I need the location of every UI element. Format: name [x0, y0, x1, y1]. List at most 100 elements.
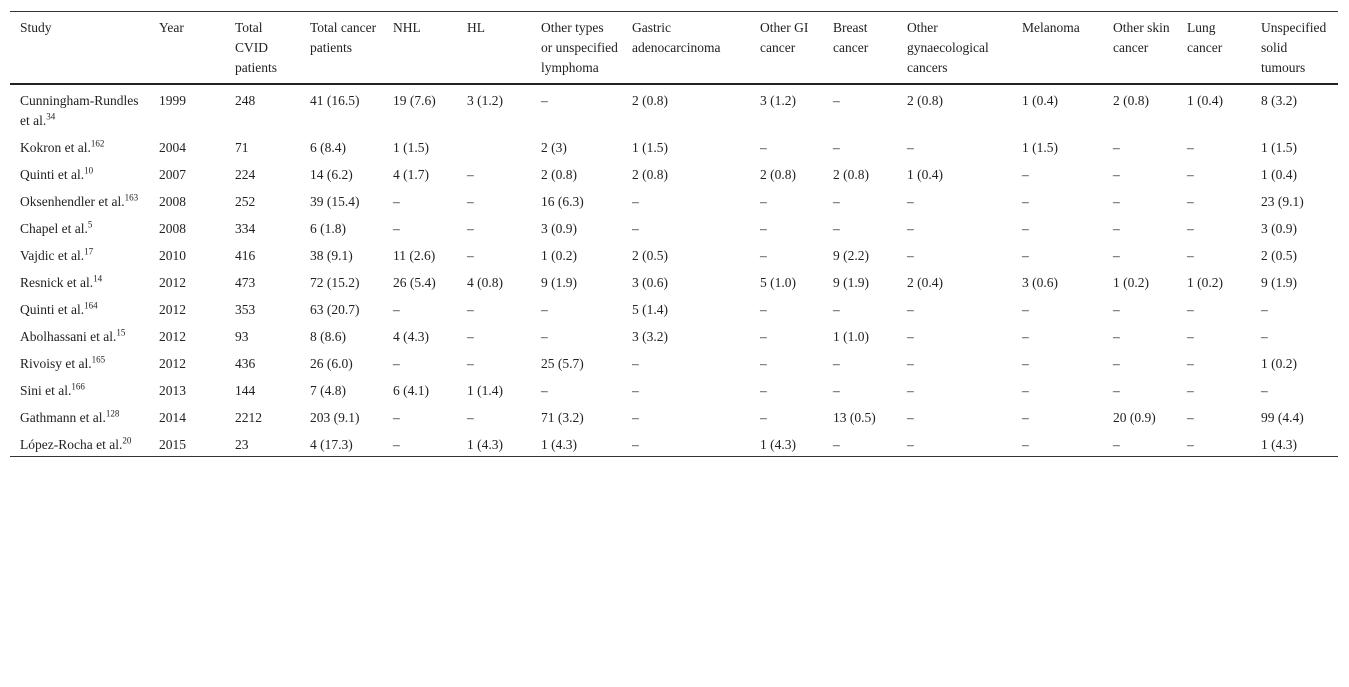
table-cell: 203 (9.1) [310, 410, 360, 425]
table-cell: 2 (0.8) [760, 167, 796, 182]
table-row: Kokron et al.162 2004 71 6 (8.4) 1 (1.5) 2 (3… [10, 132, 1338, 159]
table-cell: 248 [235, 93, 256, 108]
empty-cell [457, 132, 531, 159]
reference: 166 [71, 381, 85, 392]
reference: 165 [91, 354, 106, 365]
header-row: Study Year Total CVID patients Total cancer… [10, 11, 1338, 85]
table-cell: – [1022, 410, 1029, 425]
table-cell: – [907, 410, 914, 425]
study-name: Oksenhendler et al. [20, 194, 125, 209]
table-cell: 2012 [159, 329, 186, 344]
study-name: Kokron et al. [20, 140, 91, 155]
table-cell: 2 (0.5) [1261, 248, 1297, 263]
table-cell: 2014 [159, 410, 186, 425]
table-cell: – [541, 302, 548, 317]
table-cell: 2 (0.8) [541, 167, 577, 182]
table-cell: 2212 [235, 410, 262, 425]
table-cell: 19 (7.6) [393, 93, 436, 108]
table-cell: – [541, 93, 548, 108]
study-cell: López-Rocha et al.20 [10, 429, 149, 457]
table-cell: 6 (1.8) [310, 221, 346, 236]
column-header: Other gynaecological cancers [897, 11, 1012, 85]
table-row: Rivoisy et al.165 2012 436 26 (6.0) – – 25 (5.… [10, 348, 1338, 375]
table-row: Chapel et al.5 2008 334 6 (1.8) – – 3 (0.9) – – –… [10, 213, 1338, 240]
table-cell: – [907, 248, 914, 263]
table-cell: 2 (0.4) [907, 275, 943, 290]
table-cell: – [833, 221, 840, 236]
table-cell: – [907, 194, 914, 209]
table-cell: – [1113, 167, 1120, 182]
table-cell: 2007 [159, 167, 186, 182]
table-row: Resnick et al.14 2012 473 72 (15.2) 26 (5.4)… [10, 267, 1338, 294]
table-cell: – [1113, 221, 1120, 236]
table-cell: – [393, 194, 400, 209]
study-name: Abolhassani et al. [20, 329, 117, 344]
table-cell: 25 (5.7) [541, 356, 584, 371]
study-cell: Vajdic et al.17 [10, 240, 149, 267]
table-cell: 71 [235, 140, 249, 155]
table-cell: – [1113, 329, 1120, 344]
table-cell: 2 (0.5) [632, 248, 668, 263]
table-cell: 1 (0.4) [907, 167, 943, 182]
table-cell: – [541, 383, 548, 398]
reference: 14 [93, 273, 103, 284]
reference: 5 [87, 219, 93, 230]
study-name: Resnick et al. [20, 275, 94, 290]
table-cell: 1 (1.5) [1261, 140, 1297, 155]
table-row: López-Rocha et al.20 2015 23 4 (17.3) – 1 (4.… [10, 429, 1338, 457]
table-cell: – [1022, 302, 1029, 317]
table-cell: – [393, 356, 400, 371]
table-cell: – [1187, 383, 1194, 398]
study-cell: Oksenhendler et al.163 [10, 186, 149, 213]
table-cell: – [1261, 383, 1268, 398]
study-name: Cunningham-Rundles et al. [20, 93, 139, 128]
table-cell: – [907, 437, 914, 452]
reference: 20 [122, 435, 132, 446]
table-cell: – [1187, 140, 1194, 155]
table-cell: – [833, 140, 840, 155]
table-cell: 93 [235, 329, 249, 344]
table-cell: 1 (4.3) [1261, 437, 1297, 452]
table-cell: 353 [235, 302, 256, 317]
table-row: Quinti et al.164 2012 353 63 (20.7) – – – 5 (1.… [10, 294, 1338, 321]
table-cell: – [1113, 302, 1120, 317]
table-cell: – [1187, 437, 1194, 452]
column-header: Total CVID patients [225, 11, 300, 85]
table-cell: – [760, 140, 767, 155]
study-name: Gathmann et al. [20, 410, 106, 425]
table-cell: 3 (0.6) [632, 275, 668, 290]
study-name: Sini et al. [20, 383, 72, 398]
table-cell: 1 (4.3) [467, 437, 503, 452]
table-cell: – [1113, 248, 1120, 263]
table-cell: 1999 [159, 93, 186, 108]
table-cell: – [760, 356, 767, 371]
table-cell: – [833, 302, 840, 317]
table-cell: 5 (1.0) [760, 275, 796, 290]
table-cell: 1 (1.5) [1022, 140, 1058, 155]
reference: 162 [90, 138, 105, 149]
table-cell: 224 [235, 167, 256, 182]
table-cell: 1 (1.4) [467, 383, 503, 398]
table-cell: 13 (0.5) [833, 410, 876, 425]
table-cell: – [632, 383, 639, 398]
table-cell: – [1187, 410, 1194, 425]
study-name: López-Rocha et al. [20, 437, 123, 452]
table-cell: 1 (0.2) [1113, 275, 1149, 290]
study-name: Chapel et al. [20, 221, 88, 236]
table-cell: 4 (17.3) [310, 437, 353, 452]
table-cell: 2008 [159, 221, 186, 236]
table-cell: – [632, 221, 639, 236]
table-cell: 3 (0.9) [541, 221, 577, 236]
study-cell: Kokron et al.162 [10, 132, 149, 159]
table-cell: 2 (0.8) [632, 167, 668, 182]
table-cell: 2013 [159, 383, 186, 398]
study-cell: Cunningham-Rundles et al.34 [10, 84, 149, 132]
table-header: Study Year Total CVID patients Total cancer… [10, 11, 1338, 85]
table-row: Abolhassani et al.15 2012 93 8 (8.6) 4 (4.3)… [10, 321, 1338, 348]
table-cell: 2 (0.8) [632, 93, 668, 108]
study-name: Quinti et al. [20, 167, 85, 182]
table-cell: 416 [235, 248, 256, 263]
table-cell: – [632, 410, 639, 425]
table-cell: – [467, 302, 474, 317]
study-name: Quinti et al. [20, 302, 85, 317]
